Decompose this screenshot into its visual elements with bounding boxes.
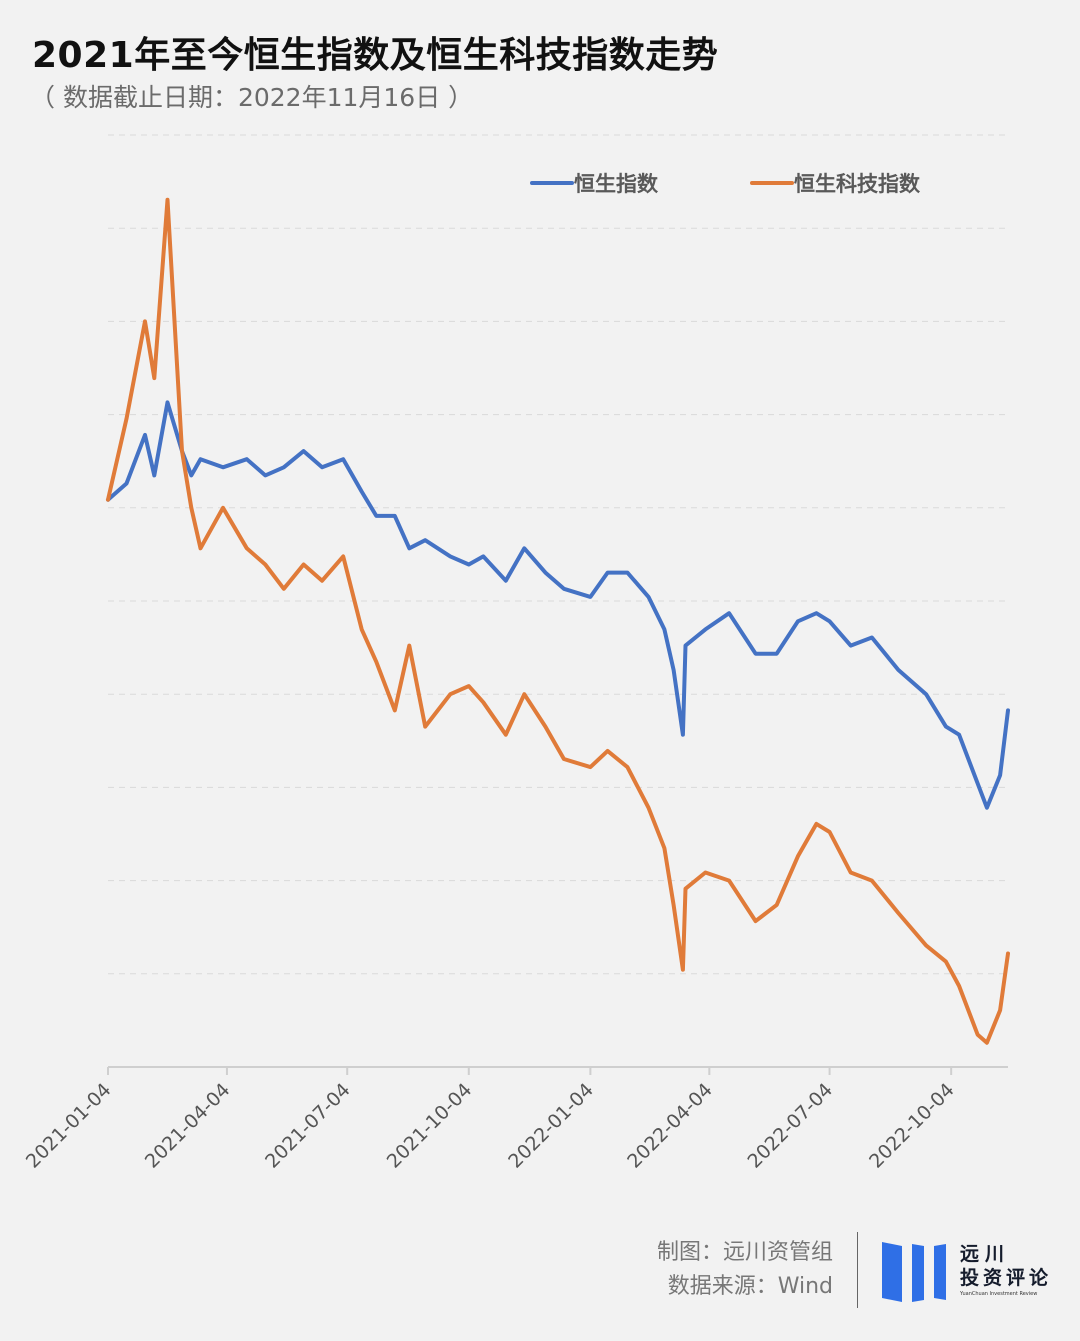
- credit-maker: 制图：远川资管组: [656, 1240, 833, 1265]
- x-tick-label: 2021-07-04: [261, 1079, 355, 1173]
- legend-label-0: 恒生指数: [574, 172, 659, 196]
- footer-divider: [857, 1232, 858, 1308]
- series-line-0: [106, 400, 1010, 810]
- logo-bar-3: [934, 1244, 946, 1300]
- footer-credit: 制图：远川资管组 数据来源：Wind: [657, 1236, 833, 1304]
- series-line-1: [106, 197, 1010, 1045]
- x-tick-label: 2022-01-04: [504, 1079, 598, 1173]
- logo-bar-2: [912, 1244, 924, 1302]
- x-tick-label: 2021-10-04: [383, 1079, 477, 1173]
- legend-label-1: 恒生科技指数: [794, 172, 921, 196]
- x-tick-label: 2021-04-04: [141, 1079, 235, 1173]
- x-tick-label: 2022-07-04: [743, 1079, 837, 1173]
- chart-title: 2021年至今恒生指数及恒生科技指数走势: [32, 35, 719, 76]
- logo-line-1: 远川: [960, 1243, 1011, 1265]
- x-tick-label: 2022-10-04: [865, 1079, 959, 1173]
- logo-bar-1: [882, 1242, 902, 1302]
- logo-icon: [882, 1242, 946, 1302]
- chart-subtitle: （ 数据截止日期：2022年11月16日 ）: [30, 83, 474, 112]
- logo-line-3: YuanChuan Investment Review: [960, 1291, 1038, 1297]
- logo-line-2: 投资评论: [960, 1267, 1053, 1289]
- x-tick-label: 2021-01-04: [22, 1079, 116, 1173]
- logo-text: 远川 投资评论 YuanChuan Investment Review: [960, 1242, 1052, 1298]
- x-tick-label: 2022-04-04: [623, 1079, 717, 1173]
- credit-source: 数据来源：Wind: [667, 1274, 833, 1299]
- line-chart: 2021-01-04 2021-04-04 2021-07-04 2021-10-04…: [22, 134, 1010, 1173]
